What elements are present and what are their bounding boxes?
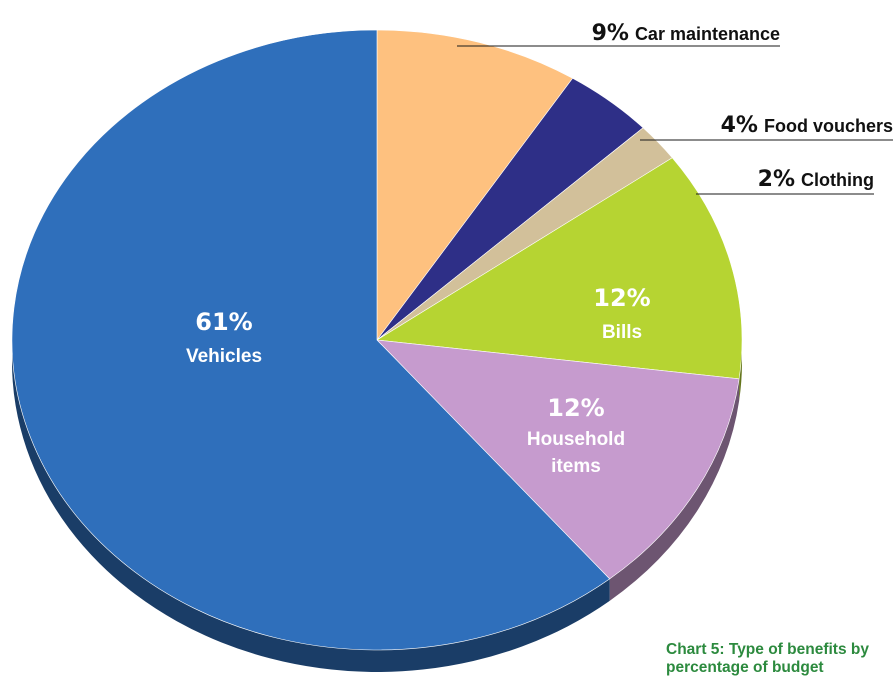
slice-label-clothing: 2% Clothing (758, 167, 874, 192)
chart-caption-line-2: percentage of budget (666, 659, 895, 677)
chart-caption: Chart 5: Type of benefits by percentage … (666, 641, 895, 677)
slice-label-car-maintenance: 9% Car maintenance (592, 21, 780, 46)
slice-label-food-vouchers: 4% Food vouchers (721, 113, 893, 138)
chart-caption-line-1: Chart 5: Type of benefits by (666, 641, 895, 659)
